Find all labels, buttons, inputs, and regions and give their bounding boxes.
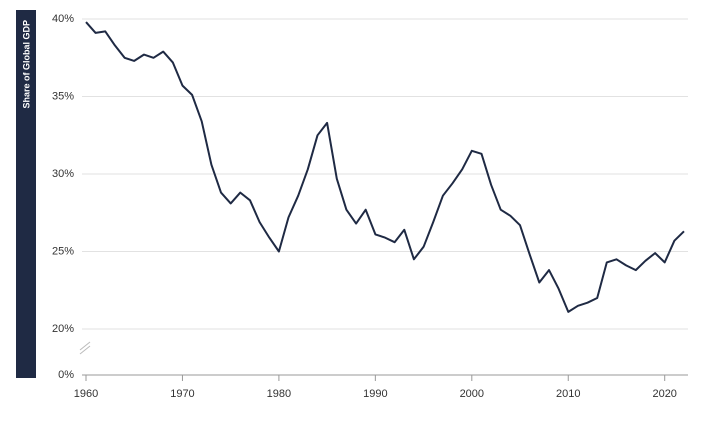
y-tick-label: 40% [52, 13, 74, 25]
y-tick-label: 30% [52, 168, 74, 180]
y-tick-label: 20% [52, 323, 74, 335]
y-axis-label: Share of Global GDP [21, 20, 31, 109]
x-tick-label: 2020 [652, 388, 676, 400]
axis-break [79, 341, 91, 355]
x-tick-label: 1960 [74, 388, 98, 400]
x-tick-label: 2000 [460, 388, 484, 400]
x-tick-label: 2010 [556, 388, 580, 400]
line [85, 21, 685, 313]
x-tick-label: 1980 [267, 388, 291, 400]
x-tick-label: 1970 [170, 388, 194, 400]
x-tick-label: 1990 [363, 388, 387, 400]
y-tick-label: 25% [52, 245, 74, 257]
y-label-band [16, 10, 36, 378]
y-tick-label: 35% [52, 90, 74, 102]
y-tick-label: 0% [58, 369, 74, 381]
